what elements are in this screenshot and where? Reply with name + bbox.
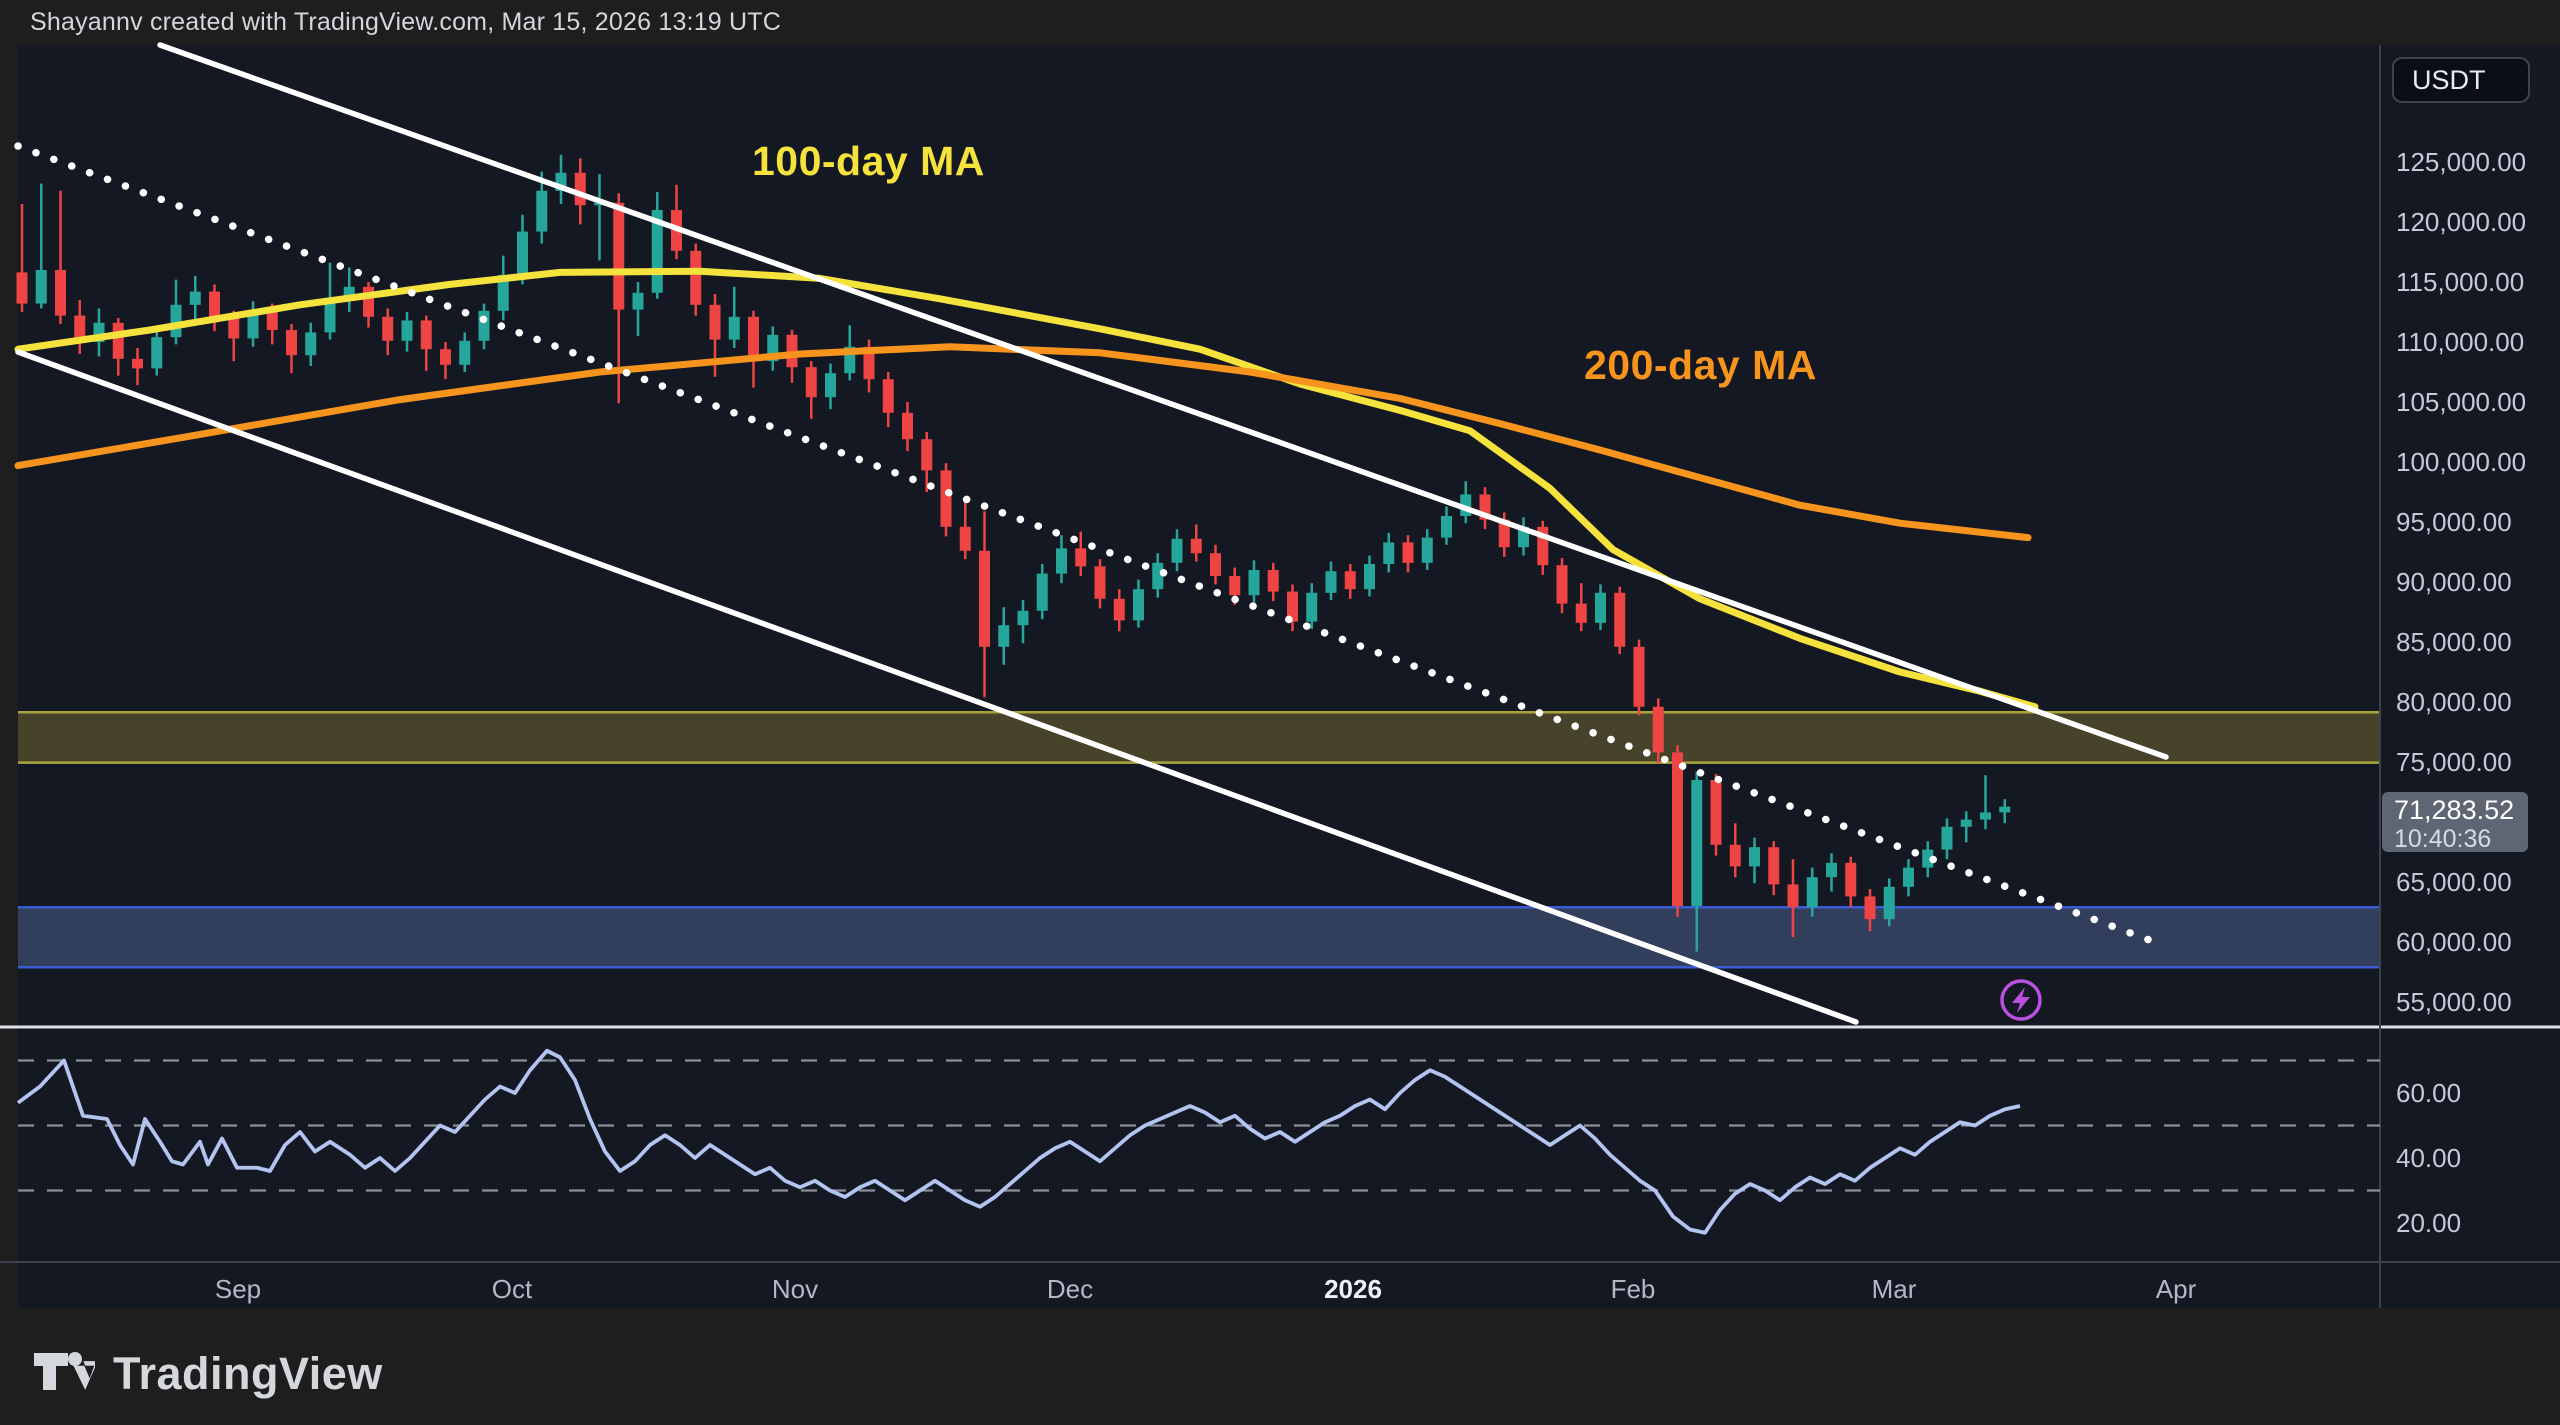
time-axis-label: 2026: [1324, 1274, 1382, 1304]
price-axis-label: 120,000.00: [2396, 207, 2527, 237]
ma100-annotation-label: 100-day MA: [752, 138, 985, 184]
rsi-axis-label: 60.00: [2396, 1078, 2462, 1108]
time-axis-label: Apr: [2155, 1274, 2197, 1304]
time-axis-label: Oct: [491, 1274, 533, 1304]
price-axis-label: 75,000.00: [2396, 747, 2512, 777]
price-axis-label: 80,000.00: [2396, 687, 2512, 717]
price-axis-label: 110,000.00: [2396, 327, 2525, 357]
time-axis-label: Feb: [1610, 1274, 1656, 1304]
price-axis-label: 100,000.00: [2396, 447, 2527, 477]
price-axis-label: 60,000.00: [2396, 927, 2512, 957]
rsi-axis-label: 40.00: [2396, 1143, 2462, 1173]
time-axis-label: Nov: [771, 1274, 819, 1304]
price-axis-label: 115,000.00: [2396, 267, 2525, 297]
chart-plot-background[interactable]: [18, 45, 2560, 1308]
price-axis-label: 65,000.00: [2396, 867, 2512, 897]
price-axis-label: 55,000.00: [2396, 987, 2512, 1017]
last-price-value: 71,283.52: [2394, 795, 2515, 825]
bar-countdown: 10:40:36: [2394, 824, 2492, 853]
price-axis-label: 105,000.00: [2396, 387, 2527, 417]
time-axis-label: Sep: [214, 1274, 262, 1304]
ma200-annotation-label: 200-day MA: [1584, 342, 1817, 388]
price-axis-label: 95,000.00: [2396, 507, 2512, 537]
last-price-tag: 71,283.52 10:40:36: [2382, 792, 2528, 852]
tradingview-logo[interactable]: TradingView: [33, 1346, 383, 1402]
time-axis-label: Mar: [1871, 1274, 1917, 1304]
price-axis-label: 125,000.00: [2396, 147, 2527, 177]
tradingview-logo-icon: [34, 1352, 95, 1390]
currency-badge[interactable]: USDT: [2392, 57, 2530, 103]
price-axis-label: 85,000.00: [2396, 627, 2512, 657]
tradingview-logo-text: TradingView: [113, 1348, 383, 1399]
chart-credit-text: Shayannv created with TradingView.com, M…: [30, 8, 782, 36]
price-axis-label: 90,000.00: [2396, 567, 2512, 597]
rsi-axis-label: 20.00: [2396, 1208, 2462, 1238]
time-axis-label: Dec: [1046, 1274, 1094, 1304]
